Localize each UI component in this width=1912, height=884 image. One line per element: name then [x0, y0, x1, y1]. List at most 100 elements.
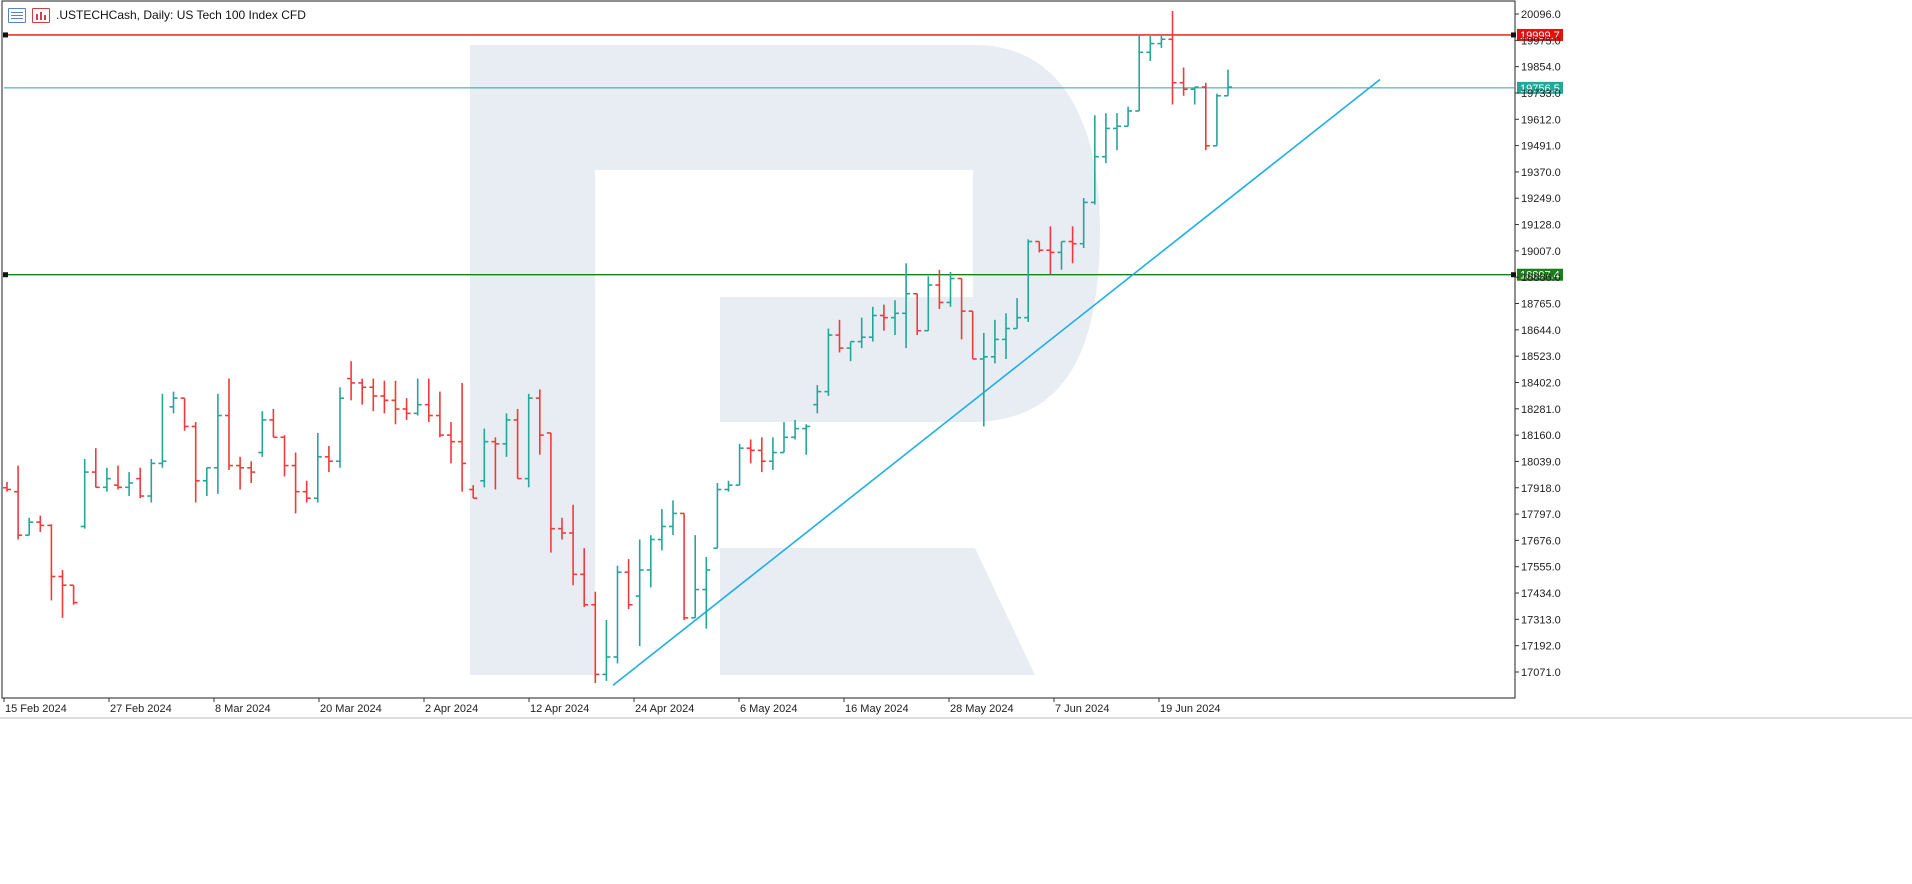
price-levels: 19999.7 18897.4 19756.5: [3, 28, 1563, 282]
price-tick-label: 17434.0: [1521, 588, 1561, 600]
chart-frame: [1, 0, 1516, 699]
price-axis[interactable]: 20096.0 19975.0 19854.0 19733.0 19612.0 19491…: [1515, 9, 1561, 679]
ohlc-bar: [591, 591, 600, 684]
ohlc-bar: [502, 413, 511, 457]
ohlc-bar: [1024, 239, 1033, 323]
ohlc-bar: [302, 480, 311, 503]
ohlc-bar: [835, 319, 844, 353]
ohlc-bar: [47, 524, 56, 601]
current-price-label: 19756.5: [1520, 83, 1560, 95]
ohlc-bar: [1190, 86, 1199, 105]
price-tick-label: 17918.0: [1521, 483, 1561, 495]
ohlc-bar: [1212, 93, 1221, 147]
ohlc-bar: [613, 565, 622, 664]
ohlc-bar: [136, 467, 145, 499]
ohlc-bar: [946, 271, 955, 307]
ohlc-bar: [247, 461, 256, 483]
ohlc-bar: [669, 500, 677, 536]
price-tick-label: 17071.0: [1521, 667, 1561, 679]
ohlc-bar: [680, 512, 689, 621]
price-tick-label: 19491.0: [1521, 141, 1561, 153]
resistance-handle-right: [1511, 32, 1516, 38]
ohlc-bars: [3, 10, 1232, 684]
ohlc-bar: [14, 465, 23, 540]
ohlc-bar: [380, 380, 389, 414]
ohlc-bar: [924, 276, 933, 332]
ohlc-bar: [447, 422, 455, 464]
ohlc-bar: [391, 380, 400, 425]
ohlc-bar: [213, 393, 222, 494]
price-tick-label: 19370.0: [1521, 167, 1561, 179]
ohlc-bar: [202, 466, 211, 497]
price-tick-label: 20096.0: [1521, 9, 1561, 21]
resistance-handle-left: [3, 32, 8, 38]
ohlc-bar: [791, 419, 800, 440]
chart-list-icon[interactable]: [8, 7, 26, 23]
ohlc-bar: [713, 482, 722, 550]
price-tick-label: 17313.0: [1521, 614, 1561, 626]
ohlc-bar: [546, 432, 555, 553]
ohlc-bar: [691, 535, 700, 619]
ohlc-bar: [269, 409, 278, 439]
price-tick-label: 18765.0: [1521, 299, 1561, 311]
ohlc-bar: [1068, 226, 1077, 264]
time-tick-label: 12 Apr 2024: [530, 703, 589, 715]
price-tick-label: 18281.0: [1521, 404, 1561, 416]
ohlc-bar: [3, 481, 11, 492]
ohlc-bar: [324, 445, 333, 473]
ohlc-bar: [780, 422, 788, 454]
time-axis[interactable]: 15 Feb 2024 27 Feb 2024 8 Mar 2024 20 Mar 2…: [0, 698, 1912, 719]
ohlc-bar: [657, 509, 666, 551]
ohlc-bar: [624, 559, 633, 610]
ohlc-bar: [602, 620, 611, 681]
ohlc-bar: [91, 448, 100, 489]
trendline-layer: [612, 78, 1381, 686]
bar-chart-icon[interactable]: [32, 7, 50, 23]
ohlc-bar: [802, 424, 811, 455]
ohlc-bar: [846, 340, 855, 362]
ohlc-bar: [1101, 113, 1110, 164]
ohlc-bar: [990, 319, 999, 364]
ohlc-bar: [868, 306, 877, 342]
ohlc-bar: [1057, 240, 1066, 270]
price-tick-label: 18886.0: [1521, 272, 1561, 284]
ohlc-bar: [1146, 35, 1155, 61]
ohlc-bar: [169, 391, 178, 414]
ohlc-bar: [280, 435, 289, 477]
ohlc-bar: [702, 556, 711, 629]
price-tick-label: 19612.0: [1521, 114, 1561, 126]
chart-header: .USTECHCash, Daily: US Tech 100 Index CF…: [8, 6, 306, 24]
ohlc-bar: [80, 459, 89, 529]
ohlc-bar: [857, 317, 866, 349]
time-tick-label: 27 Feb 2024: [110, 703, 172, 715]
ohlc-bar: [935, 269, 944, 309]
time-tick-label: 15 Feb 2024: [5, 703, 67, 715]
time-tick-label: 19 Jun 2024: [1160, 703, 1221, 715]
ohlc-bar: [1113, 113, 1121, 151]
ohlc-bar: [513, 409, 522, 480]
price-tick-label: 17192.0: [1521, 641, 1561, 653]
ohlc-bar: [158, 393, 167, 468]
time-tick-label: 24 Apr 2024: [635, 703, 694, 715]
ohlc-bar: [1013, 298, 1022, 330]
resistance-price-label: 19999.7: [1520, 30, 1560, 42]
ohlc-bar: [358, 378, 367, 405]
ohlc-bar: [957, 277, 966, 340]
time-tick-label: 28 May 2024: [950, 703, 1014, 715]
ohlc-bar: [402, 398, 411, 420]
ohlc-bar: [336, 387, 344, 468]
price-tick-label: 19128.0: [1521, 220, 1561, 232]
ohlc-bar: [225, 378, 233, 470]
ohlc-bar: [824, 328, 833, 396]
ohlc-bar: [58, 569, 67, 618]
support-price-tag: [1517, 268, 1563, 281]
ohlc-bar: [891, 300, 899, 336]
ohlc-bar: [1201, 82, 1210, 151]
price-tick-label: 19854.0: [1521, 62, 1561, 74]
current-price-tag: [1517, 81, 1563, 94]
ohlc-bar: [1135, 34, 1144, 112]
price-tick-label: 18644.0: [1521, 325, 1561, 337]
chart-title: .USTECHCash, Daily: US Tech 100 Index CF…: [56, 8, 306, 22]
